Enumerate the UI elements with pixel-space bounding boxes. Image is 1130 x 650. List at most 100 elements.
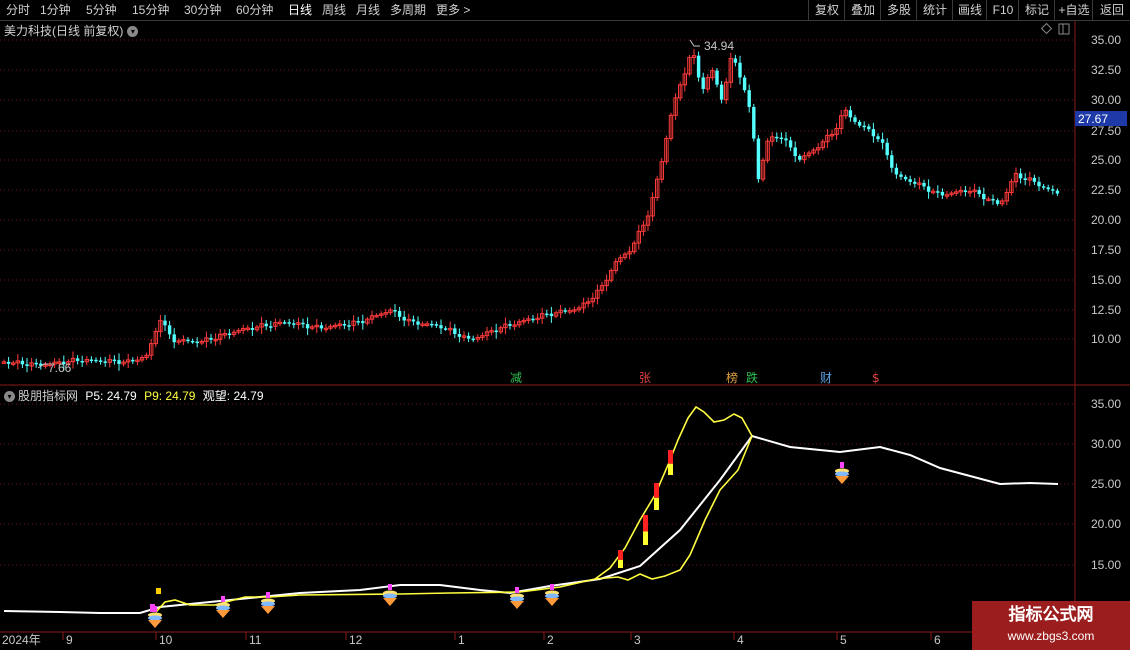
signal-top-icon[interactable] xyxy=(835,462,849,484)
period-toolbar: 分时 1分钟 5分钟 15分钟 30分钟 60分钟 日线 周线 月线 多周期 更… xyxy=(0,0,1130,21)
time-tick: 2 xyxy=(547,633,554,647)
period-tab-multi[interactable]: 多周期 xyxy=(390,3,427,17)
candle-body xyxy=(848,110,853,118)
stock-title-bar: 美力科技(日线 前复权) ▾ xyxy=(4,22,139,39)
back-button[interactable]: 返回 xyxy=(1092,0,1130,20)
period-tab-monthly[interactable]: 月线 xyxy=(356,3,381,17)
indicator-watch-value: 观望: 24.79 xyxy=(202,389,264,403)
white-indicator-line xyxy=(3,434,1059,614)
candle-body xyxy=(682,73,687,86)
candle-body xyxy=(691,55,697,59)
chevron-down-icon[interactable]: ▾ xyxy=(4,391,15,403)
candle-body xyxy=(310,326,315,329)
candle-body xyxy=(453,328,457,335)
draw-line-button[interactable]: 画线 xyxy=(952,0,987,20)
mark-button[interactable]: 标记 xyxy=(1018,0,1055,20)
candle-body xyxy=(84,359,89,363)
candle-body xyxy=(876,136,880,140)
period-tab-timeshare[interactable]: 分时 xyxy=(6,3,31,17)
period-tab-weekly[interactable]: 周线 xyxy=(322,3,347,17)
signal-bar-yellow xyxy=(668,463,673,475)
stock-title[interactable]: 美力科技(日线 前复权) xyxy=(4,24,124,38)
candle-body xyxy=(227,333,232,336)
indicator-name[interactable]: 股朋指标网 xyxy=(18,389,79,403)
time-tick: 12 xyxy=(349,633,363,647)
candle-body xyxy=(282,322,287,324)
restore-rights-button[interactable]: 复权 xyxy=(808,0,845,20)
low-price-label: 7.66 xyxy=(48,361,72,375)
statistics-button[interactable]: 统计 xyxy=(916,0,953,20)
watermark-url: www.zbgs3.com xyxy=(1007,629,1095,643)
overlay-button[interactable]: 叠加 xyxy=(844,0,881,20)
price-tick: 17.50 xyxy=(1091,243,1121,257)
price-tick: 30.00 xyxy=(1091,93,1121,107)
candle-body xyxy=(696,55,701,78)
candle-body xyxy=(958,189,963,193)
current-price-value: 27.67 xyxy=(1078,112,1108,126)
time-tick: 4 xyxy=(737,633,744,647)
event-marker-reduce[interactable]: 减 xyxy=(510,371,522,385)
candle-body xyxy=(397,311,402,317)
candle-body xyxy=(25,364,29,367)
event-marker-finance[interactable]: 财 xyxy=(820,371,832,385)
event-marker-limit-up[interactable]: 张 xyxy=(639,371,651,385)
price-tick: 22.50 xyxy=(1091,183,1121,197)
period-tab-15min[interactable]: 15分钟 xyxy=(132,3,170,17)
period-tab-1min[interactable]: 1分钟 xyxy=(40,3,71,17)
candle-body xyxy=(218,333,223,340)
candle-body xyxy=(705,77,710,90)
candle-body xyxy=(752,106,756,139)
time-tick: 9 xyxy=(66,633,73,647)
f10-button[interactable]: F10 xyxy=(986,0,1019,20)
candle-body xyxy=(949,192,954,196)
indicator-title-bar: ▾ 股朋指标网 P5: 24.79 P9: 24.79 观望: 24.79 xyxy=(4,387,264,404)
indicator-p9-value: P9: 24.79 xyxy=(144,389,196,403)
high-price-label: 34.94 xyxy=(704,39,734,53)
expand-icon[interactable] xyxy=(1058,23,1070,35)
candle-body xyxy=(333,324,338,328)
event-marker-drop[interactable]: 跌 xyxy=(746,370,758,385)
signal-bar-yellow xyxy=(643,531,648,545)
candle-body xyxy=(816,147,821,151)
period-tab-60min[interactable]: 60分钟 xyxy=(236,3,274,17)
period-tab-daily[interactable]: 日线 xyxy=(288,3,313,17)
period-tab-5min[interactable]: 5分钟 xyxy=(86,3,117,17)
signal-bar-yellow xyxy=(156,588,161,594)
add-watchlist-button[interactable]: +自选 xyxy=(1054,0,1093,20)
signal-top-icon[interactable] xyxy=(148,606,162,628)
event-marker-dividend[interactable]: $ xyxy=(872,371,880,385)
event-marker-ranking[interactable]: 榜 xyxy=(726,370,738,385)
candle-body xyxy=(954,191,959,194)
candle-body xyxy=(1055,190,1060,194)
candle-body xyxy=(806,152,812,157)
chevron-down-icon[interactable]: ▾ xyxy=(127,26,139,38)
diamond-icon[interactable] xyxy=(1040,22,1053,35)
candle-body xyxy=(940,191,945,196)
candle-body xyxy=(632,242,637,253)
multi-stock-button[interactable]: 多股 xyxy=(880,0,917,20)
candle-body xyxy=(834,127,839,135)
candle-body xyxy=(176,340,182,343)
candle-body xyxy=(70,357,76,363)
candle-body xyxy=(613,261,618,272)
candle-body xyxy=(144,354,149,359)
signal-top-icon[interactable] xyxy=(261,592,275,614)
candle-body xyxy=(277,321,283,325)
candle-body xyxy=(402,316,406,321)
signal-top-icon[interactable] xyxy=(545,584,559,606)
indicator-p5-value: P5: 24.79 xyxy=(85,389,137,403)
watermark-title: 指标公式网 xyxy=(1008,605,1094,624)
candle-body xyxy=(843,109,848,117)
signal-top-icon[interactable] xyxy=(510,587,524,609)
candle-body xyxy=(420,323,425,326)
indicator-tick: 30.00 xyxy=(1091,437,1121,451)
candle-body xyxy=(250,328,255,330)
signal-top-icon[interactable] xyxy=(383,584,397,606)
period-more-button[interactable]: 更多 > xyxy=(436,3,471,17)
candle-body xyxy=(342,323,347,326)
period-tab-30min[interactable]: 30分钟 xyxy=(184,3,222,17)
signal-top-icon[interactable] xyxy=(216,596,230,618)
candle-body xyxy=(508,324,512,326)
candle-body xyxy=(361,321,365,324)
